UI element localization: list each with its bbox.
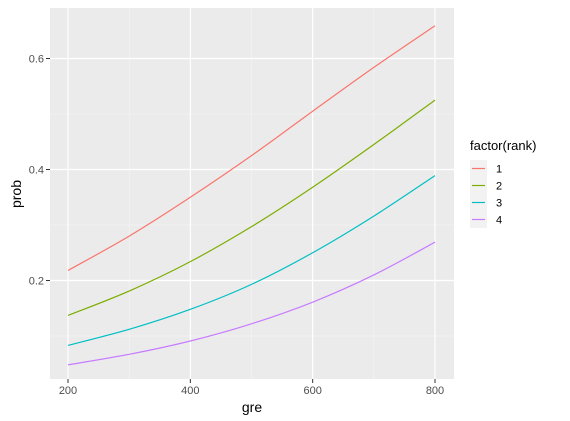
legend-label: 2	[496, 181, 502, 193]
x-tick-label: 200	[59, 385, 77, 397]
legend-title: factor(rank)	[470, 138, 536, 153]
legend-label: 3	[496, 198, 502, 210]
legend-items: 1 2 3 4	[470, 160, 502, 228]
minor-gridlines	[50, 8, 454, 379]
y-tick-label: 0.4	[29, 165, 44, 177]
series-line-rank-1	[67, 25, 436, 272]
series-line-rank-3	[67, 175, 436, 347]
series-line-rank-2	[67, 99, 436, 317]
y-axis-title: prob	[8, 180, 24, 208]
series-lines	[67, 25, 436, 366]
major-gridlines	[50, 8, 454, 379]
x-tick-label: 800	[426, 385, 444, 397]
legend: factor(rank) 1 2 3 4	[470, 138, 536, 228]
y-tick-label: 0.6	[29, 54, 44, 66]
y-tick-label: 0.2	[29, 276, 44, 288]
x-axis-title: gre	[242, 399, 262, 415]
x-tick-label: 600	[303, 385, 321, 397]
x-tick-label: 400	[181, 385, 199, 397]
legend-label: 1	[496, 164, 502, 176]
plot-panel	[50, 8, 454, 379]
legend-label: 4	[496, 215, 502, 227]
x-axis-ticks: 200 400 600 800	[59, 379, 444, 397]
y-axis-ticks: 0.2 0.4 0.6	[29, 54, 50, 288]
series-line-rank-4	[67, 241, 436, 366]
